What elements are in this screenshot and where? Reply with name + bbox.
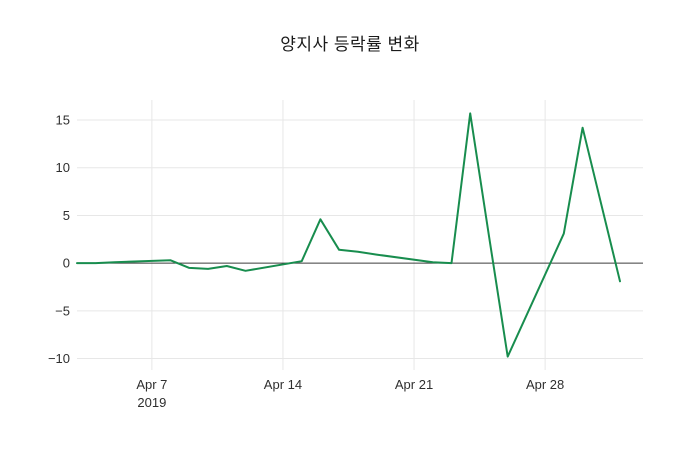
x-tick-label: Apr 14	[264, 377, 302, 392]
x-tick-label: Apr 28	[526, 377, 564, 392]
x-tick-sublabel: 2019	[137, 395, 166, 410]
chart-title: 양지사 등락률 변화	[280, 35, 420, 54]
y-tick-label: 10	[56, 160, 70, 175]
x-tick-label: Apr 21	[395, 377, 433, 392]
y-tick-label: −5	[55, 303, 70, 318]
x-tick-label: Apr 7	[136, 377, 167, 392]
series-line	[76, 112, 621, 358]
y-tick-label: 5	[63, 208, 70, 223]
y-tick-label: 15	[56, 113, 70, 128]
y-tick-label: −10	[48, 351, 70, 366]
y-tick-label: 0	[63, 256, 70, 271]
